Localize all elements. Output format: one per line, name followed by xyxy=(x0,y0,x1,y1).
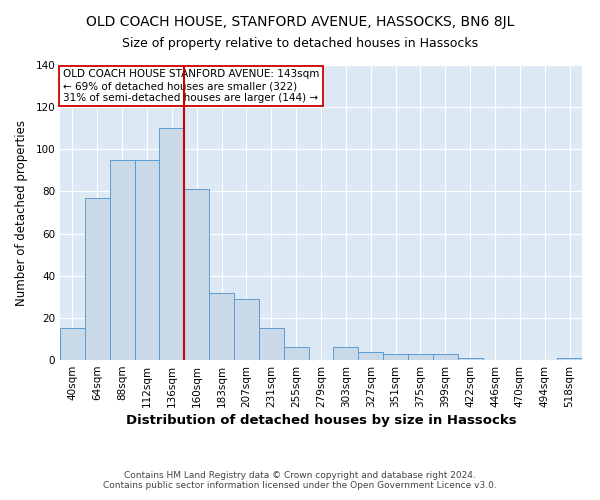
Bar xyxy=(334,348,358,360)
Bar xyxy=(358,352,383,360)
Bar xyxy=(383,354,408,360)
Bar xyxy=(259,328,284,360)
Bar xyxy=(209,292,234,360)
Bar xyxy=(433,354,458,360)
Text: Contains HM Land Registry data © Crown copyright and database right 2024.
Contai: Contains HM Land Registry data © Crown c… xyxy=(103,470,497,490)
Text: OLD COACH HOUSE, STANFORD AVENUE, HASSOCKS, BN6 8JL: OLD COACH HOUSE, STANFORD AVENUE, HASSOC… xyxy=(86,15,514,29)
Bar xyxy=(60,328,85,360)
Y-axis label: Number of detached properties: Number of detached properties xyxy=(16,120,28,306)
Bar xyxy=(557,358,582,360)
Bar xyxy=(234,299,259,360)
Bar xyxy=(160,128,184,360)
Bar xyxy=(408,354,433,360)
Bar xyxy=(284,348,308,360)
Bar xyxy=(134,160,160,360)
Bar xyxy=(85,198,110,360)
Text: Size of property relative to detached houses in Hassocks: Size of property relative to detached ho… xyxy=(122,38,478,51)
Bar xyxy=(110,160,134,360)
Bar xyxy=(458,358,482,360)
Bar xyxy=(184,190,209,360)
Text: OLD COACH HOUSE STANFORD AVENUE: 143sqm
← 69% of detached houses are smaller (32: OLD COACH HOUSE STANFORD AVENUE: 143sqm … xyxy=(62,70,319,102)
X-axis label: Distribution of detached houses by size in Hassocks: Distribution of detached houses by size … xyxy=(125,414,517,427)
